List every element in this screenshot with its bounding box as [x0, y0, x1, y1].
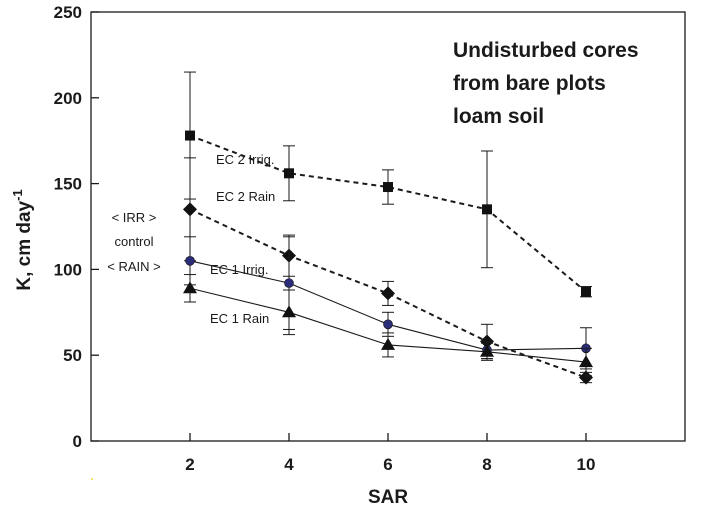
y-axis-label-exponent: -1 — [10, 189, 25, 201]
series-label-ec2-irrig: EC 2 Irrig. — [216, 152, 275, 167]
y-axis-label: K, cm day-1 — [10, 189, 35, 290]
data-point — [284, 168, 294, 179]
x-tick-label: 2 — [185, 455, 194, 474]
data-point — [282, 305, 296, 318]
data-point — [482, 204, 492, 215]
x-tick-label: 8 — [482, 455, 491, 474]
control-label-rain: < RAIN > — [107, 259, 160, 274]
control-label-irr: < IRR > — [112, 210, 157, 225]
data-point — [480, 344, 494, 357]
data-point — [383, 182, 393, 193]
data-point — [579, 355, 593, 368]
data-point — [579, 370, 593, 385]
series-label-ec2-rain: EC 2 Rain — [216, 189, 275, 204]
series-line — [189, 208, 587, 379]
annotation-line-3: loam soil — [453, 105, 544, 128]
stray-mark — [91, 478, 93, 480]
x-tick-label: 6 — [383, 455, 392, 474]
y-tick-label: 50 — [63, 346, 82, 365]
y-axis-label-main: K, cm day — [14, 200, 35, 290]
series-label-ec1-irrig: EC 1 Irrig. — [210, 262, 269, 277]
data-point — [183, 281, 197, 294]
annotation-line-2: from bare plots — [453, 72, 606, 95]
series-3 — [184, 236, 592, 370]
data-point — [381, 286, 395, 301]
data-point — [383, 319, 393, 330]
y-tick-label: 0 — [73, 432, 82, 451]
x-tick-label: 10 — [577, 455, 596, 474]
series-4 — [183, 274, 593, 377]
series-layer — [183, 71, 593, 385]
data-point — [581, 286, 591, 297]
annotation-line-1: Undisturbed cores — [453, 39, 639, 62]
y-tick-label: 150 — [54, 175, 82, 194]
data-point — [185, 130, 195, 141]
data-point — [183, 202, 197, 217]
y-tick-label: 250 — [54, 3, 82, 22]
data-point — [284, 278, 294, 288]
y-tick-label: 200 — [54, 89, 82, 108]
data-point — [381, 337, 395, 350]
y-axis-ticks: 0 50 100 150 200 250 — [54, 3, 99, 451]
x-tick-label: 4 — [284, 455, 294, 474]
series-label-ec1-rain: EC 1 Rain — [210, 311, 269, 326]
x-axis-ticks: 2 4 6 8 10 — [185, 433, 595, 474]
y-tick-label: 100 — [54, 260, 82, 279]
series-1 — [184, 71, 592, 298]
control-label-control: control — [114, 234, 153, 249]
data-point — [185, 256, 195, 266]
x-axis-label: SAR — [368, 487, 408, 508]
